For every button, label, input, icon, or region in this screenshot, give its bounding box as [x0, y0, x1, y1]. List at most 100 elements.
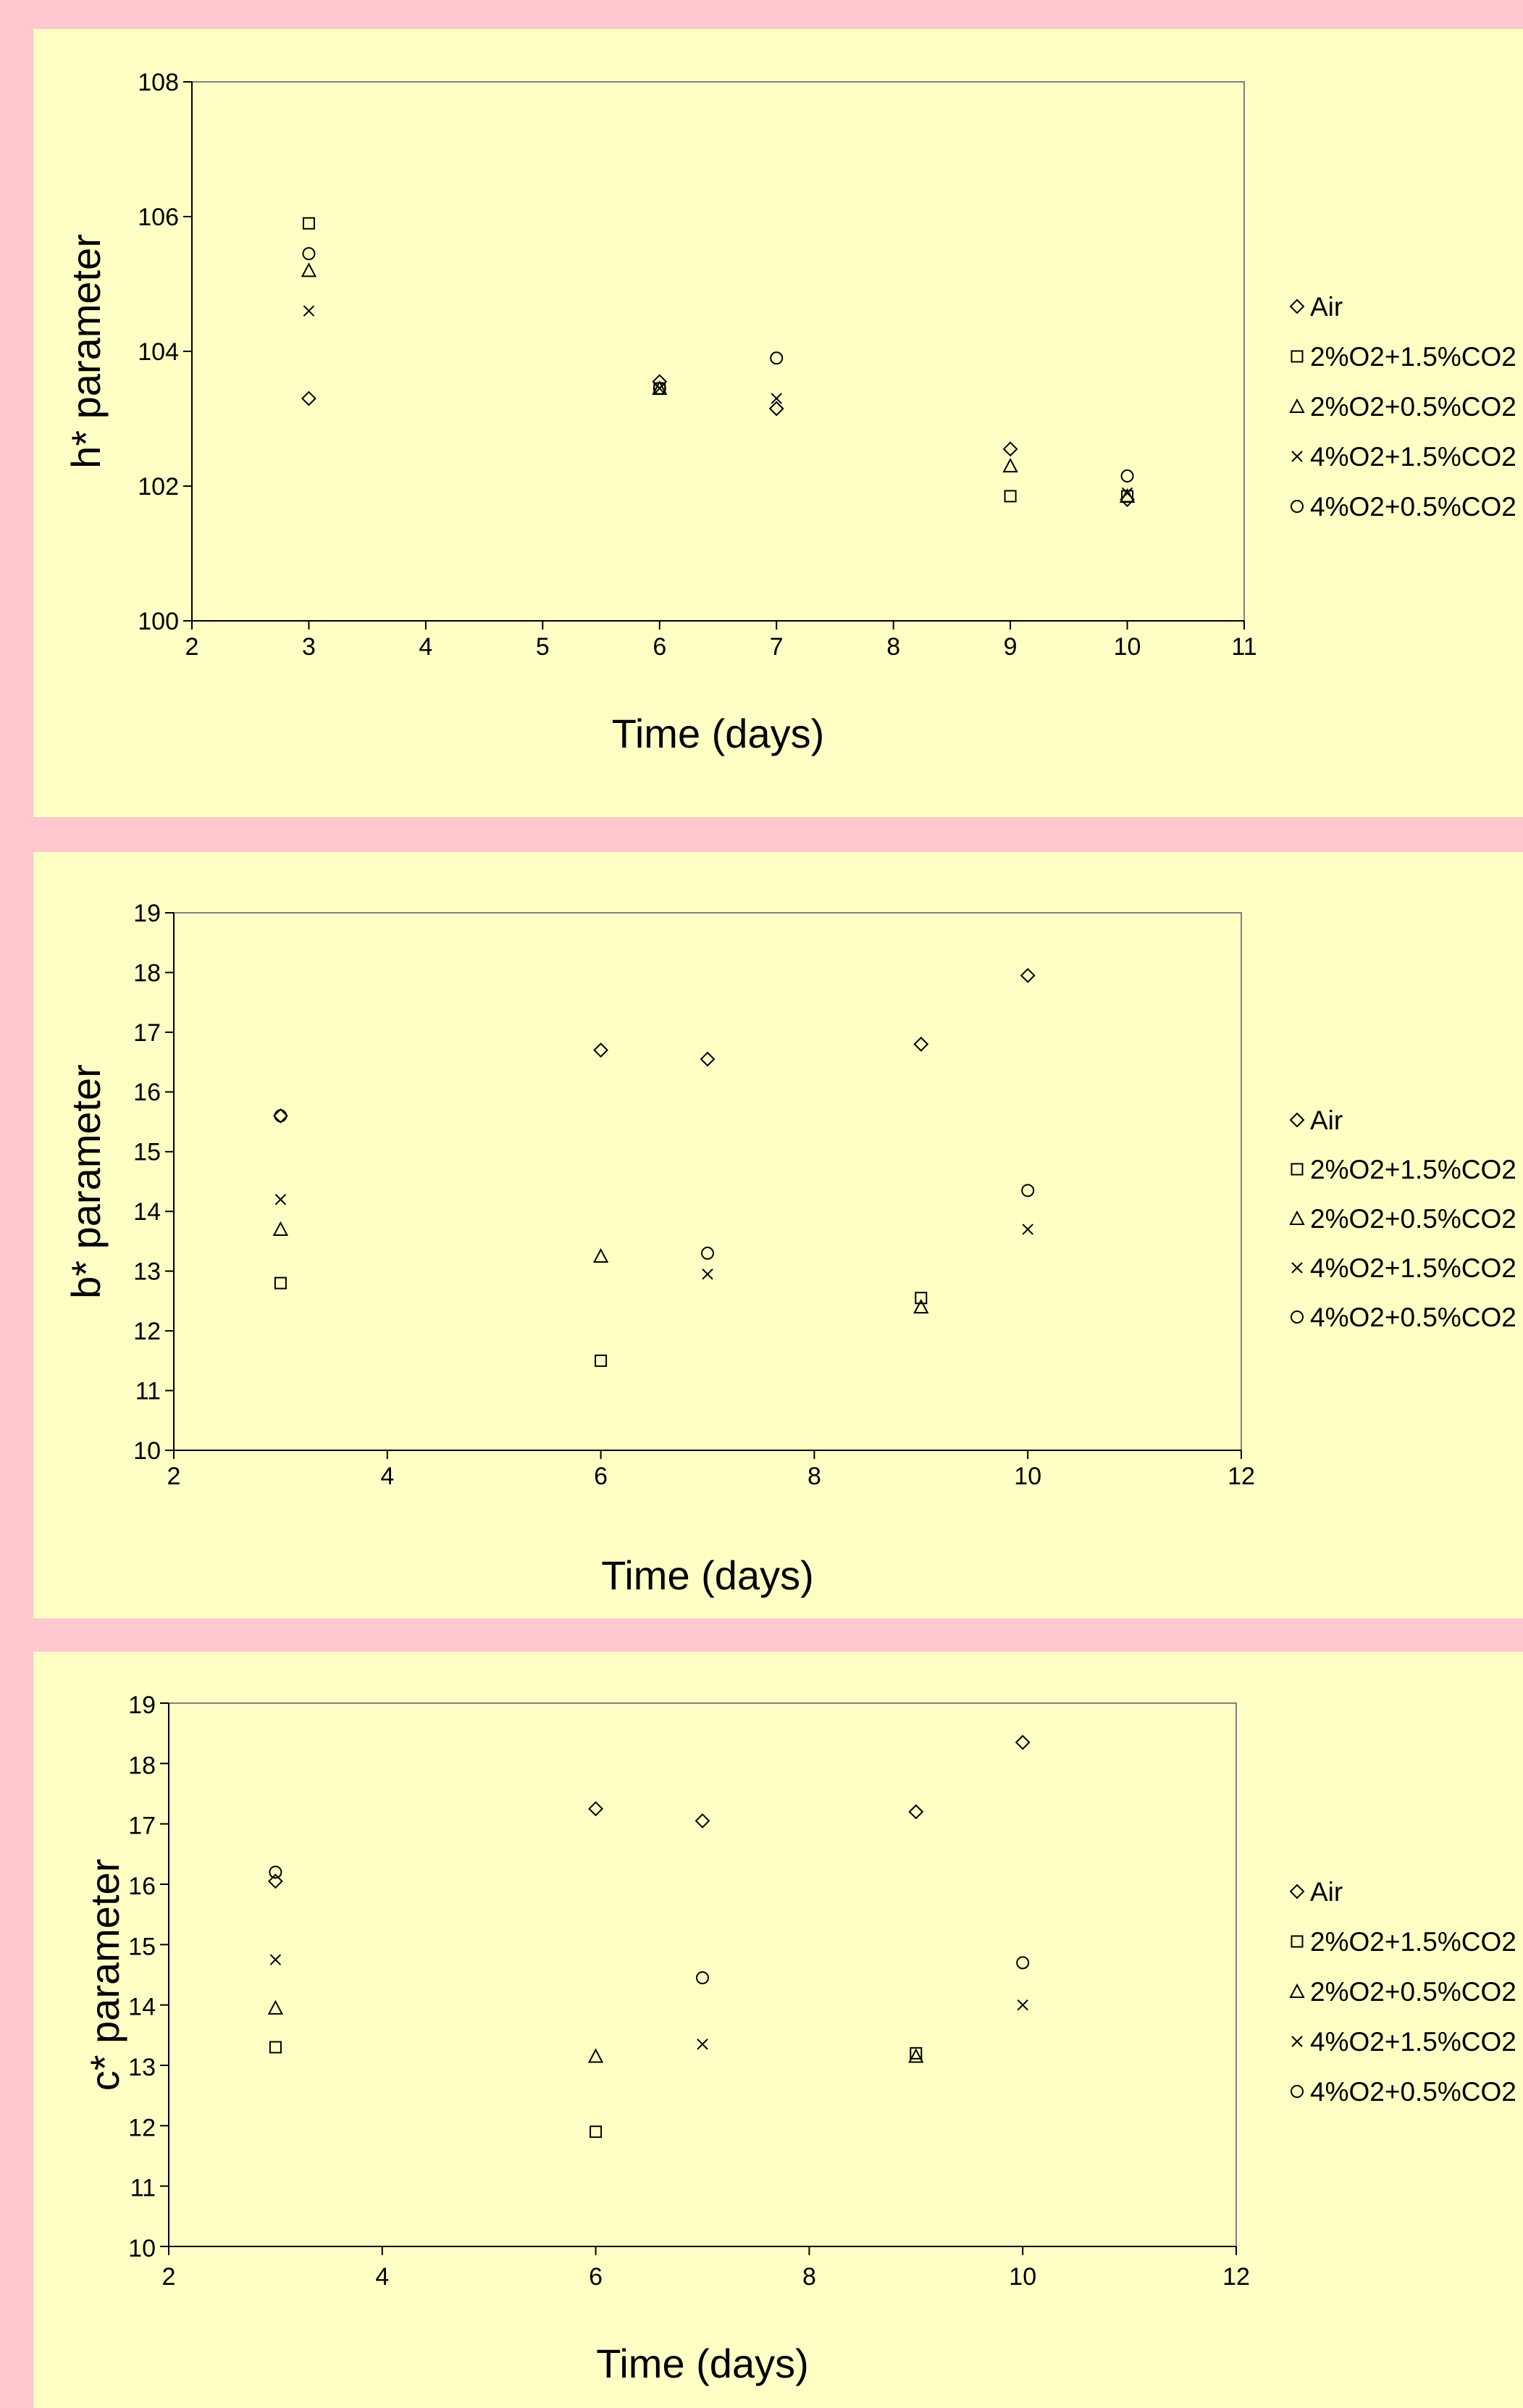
- x-tick-label: 9: [1004, 633, 1018, 661]
- data-point-square: [302, 217, 315, 230]
- data-point-x: [1121, 487, 1133, 499]
- data-point-circle: [653, 382, 666, 396]
- x-tick-label: 4: [375, 2263, 389, 2291]
- data-point-x: [654, 382, 666, 394]
- legend-marker-triangle: [1289, 398, 1305, 413]
- plot-area: [173, 912, 1242, 1451]
- legend-item: Air: [1289, 1877, 1343, 1907]
- y-tick-label: 104: [138, 338, 179, 366]
- data-point-diamond: [1002, 441, 1018, 457]
- data-point-triangle: [267, 1999, 284, 2015]
- legend-marker-triangle: [1289, 1210, 1305, 1225]
- legend-marker-x: [1291, 2036, 1303, 2047]
- y-tick-label: 10: [128, 2235, 156, 2262]
- data-point-triangle: [592, 1247, 609, 1263]
- legend-item: 2%O2+1.5%CO2: [1291, 1155, 1516, 1184]
- legend-item: 4%O2+0.5%CO2: [1291, 1303, 1516, 1332]
- x-tick-label: 2: [162, 2263, 176, 2291]
- y-tick-label: 102: [138, 473, 179, 501]
- data-point-square: [274, 1276, 287, 1289]
- y-tick-label: 18: [128, 1752, 156, 1779]
- data-point-triangle: [913, 1298, 929, 1314]
- data-point-diamond: [908, 1804, 924, 1820]
- x-tick-label: 4: [380, 1463, 394, 1490]
- legend-marker-x: [1291, 451, 1303, 462]
- y-tick-label: 108: [138, 69, 179, 96]
- legend-label: 4%O2+1.5%CO2: [1310, 442, 1516, 472]
- legend-label: 4%O2+0.5%CO2: [1310, 1303, 1516, 1332]
- data-point-triangle: [301, 262, 317, 277]
- x-tick-label: 10: [1114, 633, 1141, 661]
- data-point-x: [1022, 1224, 1033, 1235]
- legend-label: 2%O2+0.5%CO2: [1310, 1977, 1516, 2007]
- legend-marker-diamond: [1289, 298, 1305, 314]
- data-point-triangle: [1119, 488, 1136, 503]
- y-tick-label: 17: [128, 1813, 156, 1840]
- x-axis-title: Time (days): [596, 2341, 809, 2386]
- y-tick-label: 15: [133, 1139, 161, 1166]
- data-point-x: [771, 393, 782, 404]
- x-tick-label: 7: [770, 633, 784, 661]
- data-point-diamond: [913, 1036, 929, 1052]
- y-tick-label: 16: [133, 1079, 161, 1106]
- x-tick-label: 3: [302, 633, 316, 661]
- y-tick-label: 17: [133, 1019, 161, 1047]
- y-tick-label: 10: [133, 1437, 161, 1465]
- data-point-x: [303, 305, 315, 317]
- legend-label: Air: [1310, 292, 1343, 322]
- legend-item: 2%O2+0.5%CO2: [1289, 392, 1516, 422]
- data-point-x: [274, 1194, 287, 1205]
- y-tick-label: 18: [133, 959, 161, 987]
- legend-marker-triangle: [1289, 1983, 1305, 1998]
- legend-marker-square: [1291, 1935, 1304, 1948]
- x-tick-label: 8: [802, 2263, 816, 2291]
- x-tick-label: 6: [589, 2263, 603, 2291]
- x-tick-label: 2: [185, 633, 199, 661]
- legend-item: 4%O2+0.5%CO2: [1291, 492, 1516, 522]
- legend-label: Air: [1310, 1105, 1343, 1135]
- x-tick-label: 12: [1228, 1463, 1255, 1490]
- x-tick-label: 10: [1009, 2263, 1036, 2291]
- legend-marker-circle: [1291, 500, 1304, 513]
- data-point-square: [595, 1354, 608, 1367]
- y-tick-label: 14: [133, 1198, 161, 1226]
- data-point-diamond: [700, 1051, 716, 1067]
- y-tick-label: 15: [128, 1933, 156, 1960]
- y-tick-label: 12: [133, 1318, 161, 1345]
- legend-label: 2%O2+0.5%CO2: [1310, 1204, 1516, 1234]
- data-point-diamond: [588, 1801, 604, 1817]
- data-point-x: [1017, 1999, 1028, 2011]
- data-point-x: [697, 2039, 708, 2050]
- data-point-triangle: [1002, 457, 1018, 473]
- data-point-diamond: [267, 1873, 283, 1889]
- data-point-square: [1004, 490, 1017, 503]
- legend-label: 2%O2+1.5%CO2: [1310, 1155, 1516, 1184]
- legend-label: 4%O2+1.5%CO2: [1310, 2027, 1516, 2057]
- y-axis-title: h* parameter: [63, 234, 109, 469]
- data-point-triangle: [272, 1221, 289, 1236]
- chart-panel-c: 2 4 6 8 10 12 10 11 12 13 14 15 16 17 18 19 Time (days) c…: [33, 1652, 1523, 2408]
- legend-marker-circle: [1291, 1310, 1304, 1324]
- y-tick-label: 100: [138, 608, 179, 635]
- legend-label: 2%O2+1.5%CO2: [1310, 342, 1516, 372]
- plot-area: [191, 81, 1245, 622]
- data-point-x: [269, 1954, 282, 1965]
- data-point-diamond: [768, 401, 784, 417]
- data-point-circle: [269, 1865, 282, 1879]
- legend-item: 4%O2+1.5%CO2: [1291, 442, 1516, 472]
- legend-item: 4%O2+0.5%CO2: [1291, 2077, 1516, 2107]
- chart-h-parameter: 2 3 4 5 6 7 8 9 10 11 100 102 104 106 108 Time (days) h*…: [63, 69, 1516, 756]
- data-point-square: [590, 2125, 603, 2139]
- legend-label: 2%O2+0.5%CO2: [1310, 392, 1516, 422]
- legend-marker-square: [1291, 350, 1304, 363]
- x-tick-label: 4: [419, 633, 432, 661]
- x-tick-label: 6: [594, 1463, 608, 1490]
- legend-marker-diamond: [1289, 1112, 1305, 1128]
- legend-item: 2%O2+0.5%CO2: [1289, 1204, 1516, 1234]
- legend-item: Air: [1289, 292, 1343, 322]
- x-axis-title: Time (days): [601, 1552, 814, 1598]
- x-tick-label: 11: [1231, 633, 1256, 661]
- legend-item: 2%O2+0.5%CO2: [1289, 1977, 1516, 2007]
- data-point-triangle: [908, 2048, 924, 2063]
- y-tick-label: 106: [138, 204, 179, 231]
